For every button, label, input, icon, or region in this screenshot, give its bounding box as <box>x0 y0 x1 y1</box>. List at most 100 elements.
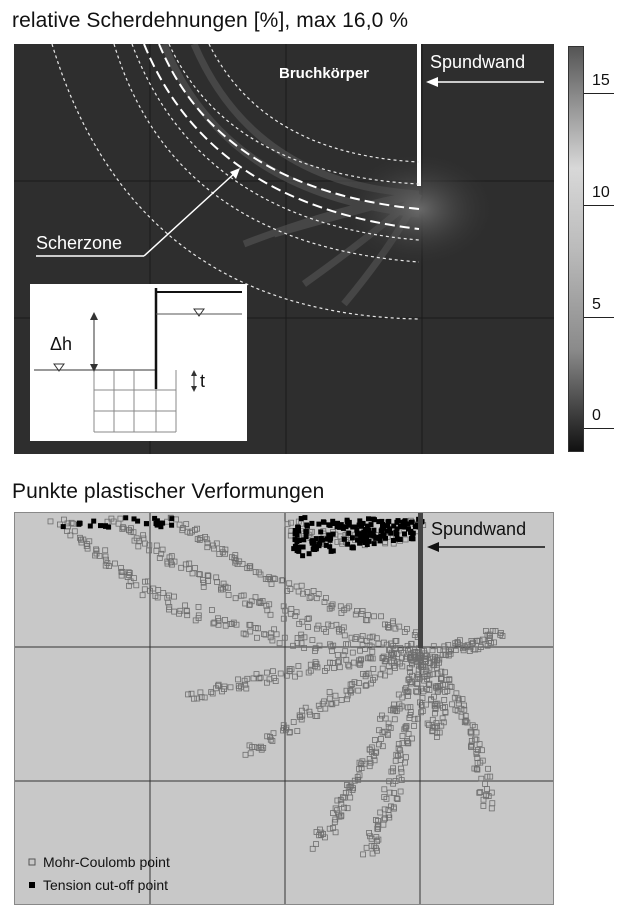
mohr-coulomb-point <box>320 831 327 837</box>
mohr-coulomb-point <box>246 602 253 608</box>
mohr-coulomb-point <box>334 807 341 814</box>
mohr-coulomb-point <box>398 703 405 710</box>
tension-cutoff-point <box>154 518 160 524</box>
mohr-coulomb-point <box>488 789 495 796</box>
mohr-coulomb-point <box>385 624 392 631</box>
mohr-coulomb-point <box>376 727 382 734</box>
mohr-coulomb-point <box>84 545 91 552</box>
mohr-coulomb-point <box>418 664 425 670</box>
tension-cutoff-point <box>330 518 336 524</box>
mohr-coulomb-point <box>310 588 317 594</box>
mohr-coulomb-point <box>117 515 124 522</box>
mohr-coulomb-point <box>215 681 222 688</box>
mohr-coulomb-point <box>410 649 417 656</box>
mohr-coulomb-point <box>304 589 311 595</box>
mohr-coulomb-point <box>358 611 365 617</box>
mohr-coulomb-point <box>480 802 487 809</box>
mohr-coulomb-point <box>284 588 290 594</box>
mohr-coulomb-point <box>187 529 194 536</box>
mohr-coulomb-point <box>252 594 259 601</box>
mohr-coulomb-point <box>264 669 270 676</box>
mohr-coulomb-point <box>369 633 376 640</box>
mohr-coulomb-point <box>293 583 300 590</box>
mohr-coulomb-point <box>106 563 112 569</box>
tension-cutoff-point <box>357 518 363 524</box>
tension-cutoff-point <box>123 515 129 521</box>
mohr-coulomb-point <box>439 715 446 722</box>
tension-cutoff-point <box>294 532 300 538</box>
tension-cutoff-point <box>388 530 394 536</box>
mohr-coulomb-point <box>419 708 426 714</box>
mohr-coulomb-point <box>375 825 382 832</box>
mohr-coulomb-point <box>258 746 265 753</box>
mohr-coulomb-point <box>276 640 283 647</box>
mohr-coulomb-point <box>246 601 253 608</box>
mohr-coulomb-point <box>313 595 320 602</box>
mohr-coulomb-point <box>315 702 322 709</box>
mohr-coulomb-point <box>221 683 228 690</box>
tension-cutoff-point <box>296 528 301 534</box>
mohr-coulomb-point <box>363 638 370 644</box>
mohr-coulomb-point <box>381 786 388 793</box>
tension-cutoff-point <box>327 522 333 528</box>
arrow-spundwand-bottom <box>427 542 545 552</box>
colorbar-tick-0 <box>584 428 614 429</box>
mohr-coulomb-point <box>194 525 201 532</box>
mohr-coulomb-point <box>436 647 443 653</box>
mohr-coulomb-point <box>478 747 485 754</box>
mohr-coulomb-point <box>399 694 406 701</box>
tension-cutoff-point <box>158 524 164 530</box>
mohr-coulomb-point <box>482 780 489 787</box>
tension-cutoff-point <box>292 528 298 533</box>
sheet-pile-wall <box>418 513 423 648</box>
tension-cutoff-point <box>303 529 309 535</box>
mohr-coulomb-point <box>367 655 374 662</box>
tension-cutoff-point <box>317 540 323 546</box>
mohr-coulomb-point <box>437 702 443 709</box>
mohr-coulomb-point <box>358 656 365 663</box>
mohr-coulomb-point <box>341 632 348 639</box>
mohr-coulomb-point <box>469 640 476 647</box>
tension-cutoff-point <box>330 548 336 554</box>
mohr-coulomb-point <box>405 731 412 737</box>
mohr-coulomb-point <box>344 696 350 703</box>
tension-cutoff-point <box>362 530 368 536</box>
inset-label-dh: Δh <box>50 334 72 354</box>
plot-background <box>15 513 553 904</box>
mohr-coulomb-point <box>437 676 444 683</box>
mohr-coulomb-point <box>365 670 372 677</box>
mohr-coulomb-point <box>432 683 439 690</box>
mohr-coulomb-point <box>474 766 481 773</box>
mohr-coulomb-point <box>222 622 229 629</box>
mohr-coulomb-point <box>353 634 360 641</box>
mohr-coulomb-point <box>178 564 185 571</box>
mohr-coulomb-point <box>242 751 249 758</box>
mohr-coulomb-point <box>448 684 455 690</box>
mohr-coulomb-point <box>340 624 347 631</box>
mohr-coulomb-point <box>160 590 167 596</box>
mohr-coulomb-point <box>323 628 330 635</box>
mohr-coulomb-point <box>225 592 232 598</box>
mohr-coulomb-point <box>112 560 118 567</box>
mohr-coulomb-point <box>399 740 406 747</box>
mohr-coulomb-point <box>334 659 341 666</box>
mohr-coulomb-point <box>255 625 262 632</box>
tension-cutoff-point <box>373 535 379 541</box>
mohr-coulomb-point <box>429 724 436 731</box>
mohr-coulomb-point <box>270 575 277 582</box>
tension-cutoff-point <box>376 519 382 525</box>
mohr-coulomb-point <box>358 765 365 772</box>
mohr-coulomb-point <box>477 644 484 651</box>
mohr-coulomb-point <box>286 666 293 672</box>
mohr-coulomb-point <box>305 669 312 676</box>
mohr-coulomb-point <box>396 623 403 630</box>
mohr-coulomb-point <box>321 698 328 705</box>
colorbar-label-0: 0 <box>592 407 601 424</box>
mohr-coulomb-point <box>304 616 311 622</box>
tension-cutoff-point <box>369 530 375 536</box>
tension-cutoff-point <box>409 535 415 541</box>
colorbar-tick-5 <box>584 317 614 318</box>
mohr-coulomb-point <box>381 658 388 665</box>
mohr-coulomb-point <box>434 664 440 671</box>
mohr-coulomb-point <box>487 631 493 638</box>
